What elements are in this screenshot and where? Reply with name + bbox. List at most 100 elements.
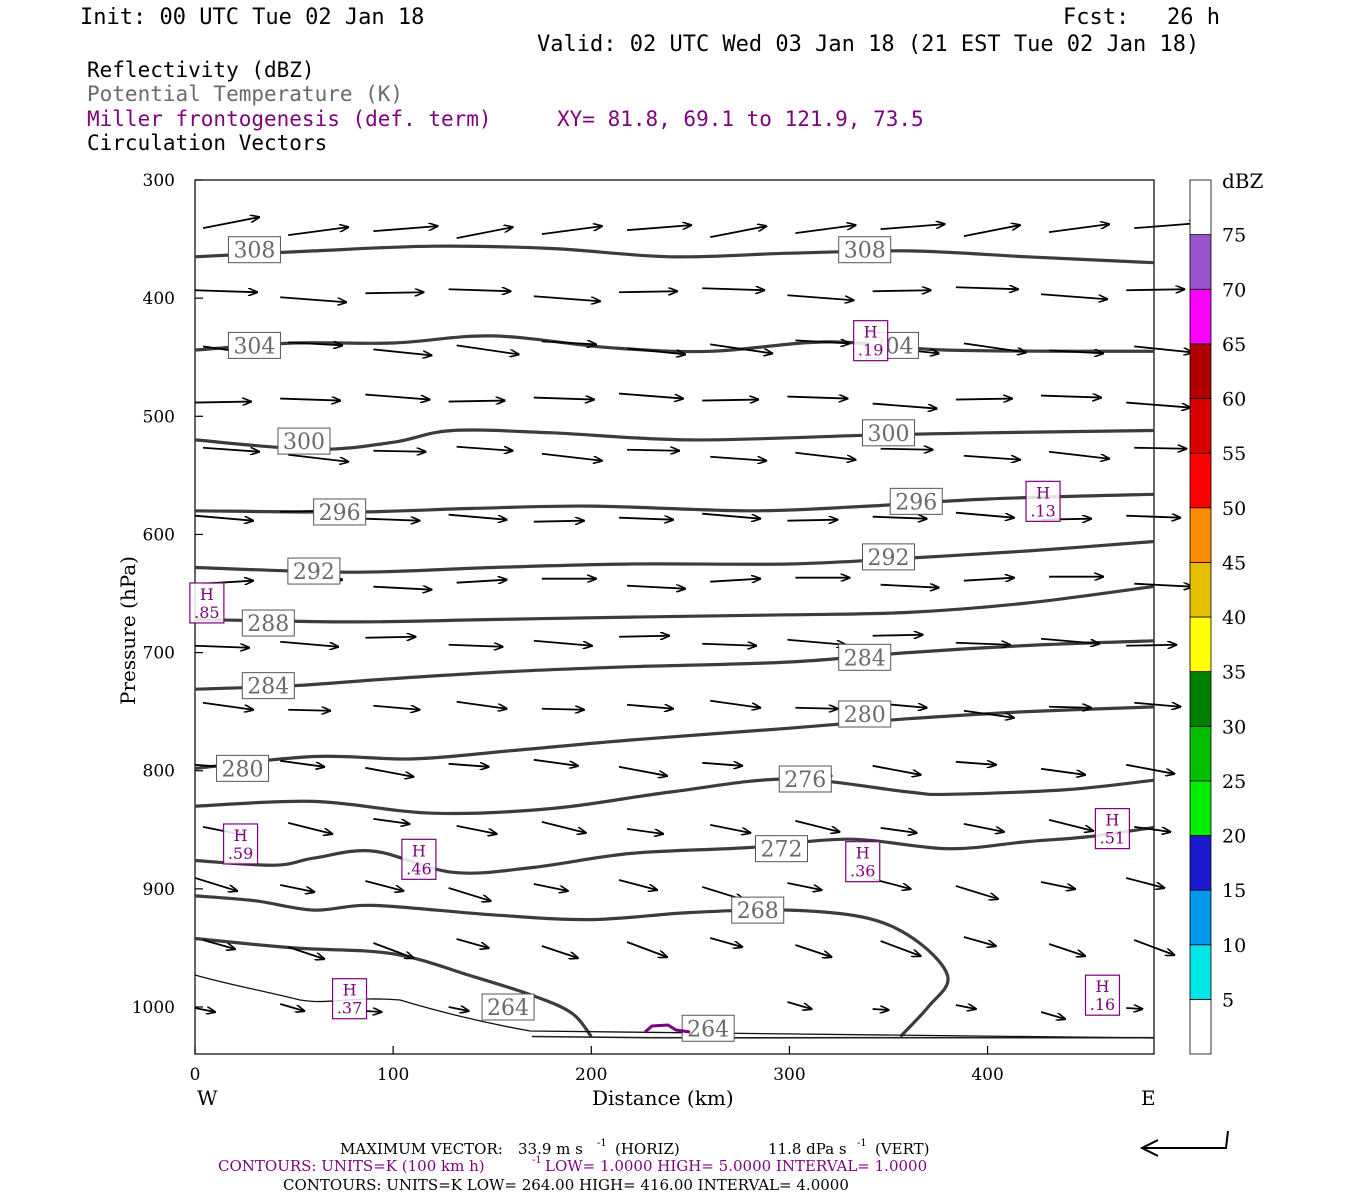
frontogenesis-contour <box>644 1023 691 1034</box>
colorbar-label: 55 <box>1222 443 1246 465</box>
circulation-vector <box>448 1007 469 1011</box>
colorbar-segment <box>1189 725 1212 782</box>
theta-contours <box>194 244 1155 1039</box>
frontogenesis-max-label: H <box>1036 483 1050 502</box>
field-theta: Potential Temperature (K) <box>87 82 403 106</box>
circulation-vector <box>702 288 764 290</box>
frontogenesis-max-value: .59 <box>228 844 253 863</box>
theta-contour-272 <box>194 825 1155 875</box>
frontogenesis-max-box <box>1084 974 1121 1016</box>
circulation-vector <box>448 289 511 291</box>
colorbar-segment <box>1189 998 1212 1055</box>
y-tick-label: 1000 <box>132 998 175 1018</box>
circulation-vector <box>533 398 594 400</box>
frontogenesis-max-label: H <box>234 826 248 845</box>
theta-contour-264 <box>531 1035 1154 1039</box>
circulation-vector <box>365 519 419 521</box>
circulation-vector <box>626 703 673 709</box>
colorbar-label: 25 <box>1222 771 1246 793</box>
circulation-vector <box>872 517 927 519</box>
circulation-vector <box>365 292 423 293</box>
theta-contour-304 <box>194 334 1155 354</box>
circulation-vector <box>618 765 667 776</box>
y-tick-label: 300 <box>143 171 175 191</box>
contour-label: 272 <box>760 838 802 863</box>
circulation-vector <box>541 341 596 344</box>
circulation-vector <box>702 512 760 519</box>
circulation-vector <box>787 1001 811 1009</box>
contour-label-box <box>313 498 367 526</box>
circulation-vector <box>1126 289 1184 290</box>
contour-label: 268 <box>737 899 779 924</box>
contour-label-box <box>889 487 943 515</box>
circulation-vector <box>448 645 503 647</box>
colorbar-segment <box>1189 179 1212 236</box>
y-tick-label: 400 <box>143 289 175 309</box>
forecast-label: Fcst: <box>1063 5 1129 30</box>
circulation-vector <box>795 944 831 957</box>
circulation-vector <box>541 945 578 958</box>
colorbar-label: 50 <box>1222 498 1246 520</box>
frontogenesis-max-value: .51 <box>1100 829 1125 848</box>
colorbar-label: 60 <box>1222 389 1246 411</box>
circulation-vector <box>787 294 853 300</box>
circulation-vector <box>880 585 939 588</box>
contour-label: 308 <box>233 239 275 264</box>
contour-label-box <box>681 1014 735 1042</box>
colorbar-segment <box>1189 780 1212 836</box>
circulation-vector <box>626 347 685 354</box>
circulation-vector <box>618 392 683 399</box>
contour-label-box <box>227 236 281 264</box>
circulation-vector <box>541 226 602 236</box>
circulation-vector <box>373 704 419 710</box>
reflectivity-colorbar: 5 10 15 20 25 30 35 40 45 50 55 60 65 70 75 <box>1189 179 1246 1055</box>
colorbar-label: 15 <box>1222 880 1246 902</box>
circulation-vector <box>456 344 519 354</box>
circulation-vector <box>795 340 849 343</box>
contour-label-box <box>216 754 270 782</box>
circulation-vector <box>963 822 1004 832</box>
contour-label-box <box>778 765 832 793</box>
circulation-vector <box>533 521 584 522</box>
contour-label: 280 <box>222 757 264 782</box>
colorbar-unit: dBZ <box>1222 169 1264 193</box>
circulation-vector <box>955 511 1014 518</box>
circulation-vector <box>710 455 766 461</box>
circulation-vector <box>710 579 760 582</box>
colorbar-label: 30 <box>1222 716 1246 738</box>
frontogenesis-max-label: H <box>412 841 426 860</box>
circulation-vector <box>795 451 855 460</box>
frontogenesis-max-box <box>1025 480 1061 522</box>
circulation-vector <box>1134 448 1186 449</box>
circulation-vector <box>872 635 923 636</box>
circulation-vector <box>1048 224 1109 234</box>
y-tick-label: 600 <box>143 525 175 545</box>
colorbar-label: 40 <box>1222 607 1246 629</box>
contour-label-box <box>838 236 892 264</box>
circulation-vector <box>1134 825 1170 832</box>
contour-label: 264 <box>487 996 529 1021</box>
colorbar-segment <box>1189 452 1212 509</box>
circulation-vector <box>1049 350 1103 353</box>
x-axis: 0 100 200 300 400 <box>190 1046 1004 1085</box>
circulation-vector <box>955 762 996 765</box>
circulation-vector <box>1126 401 1190 408</box>
colorbar-label: 10 <box>1222 935 1246 957</box>
max-vector-vert: 11.8 dPa s <box>768 1140 847 1158</box>
contour-label: 308 <box>844 239 886 264</box>
contour-label-box <box>287 557 341 585</box>
colorbar-segment <box>1189 835 1212 891</box>
frontogenesis-max-box <box>1094 808 1130 850</box>
contour-label: 292 <box>867 546 909 571</box>
circulation-vector <box>456 445 513 451</box>
fronto-contour-info-b: LOW= 1.0000 HIGH= 5.0000 INTERVAL= 1.000… <box>545 1157 927 1175</box>
circulation-vector <box>1040 293 1107 299</box>
frontogenesis-max-value: .85 <box>194 603 219 622</box>
circulation-vector <box>787 638 845 645</box>
circulation-vector <box>710 343 772 353</box>
field-reflectivity: Reflectivity (dBZ) <box>87 58 315 82</box>
colorbar-segment <box>1189 288 1212 345</box>
x-axis-label: Distance (km) <box>592 1086 734 1110</box>
colorbar-label: 5 <box>1222 989 1234 1011</box>
circulation-vector <box>626 225 691 232</box>
